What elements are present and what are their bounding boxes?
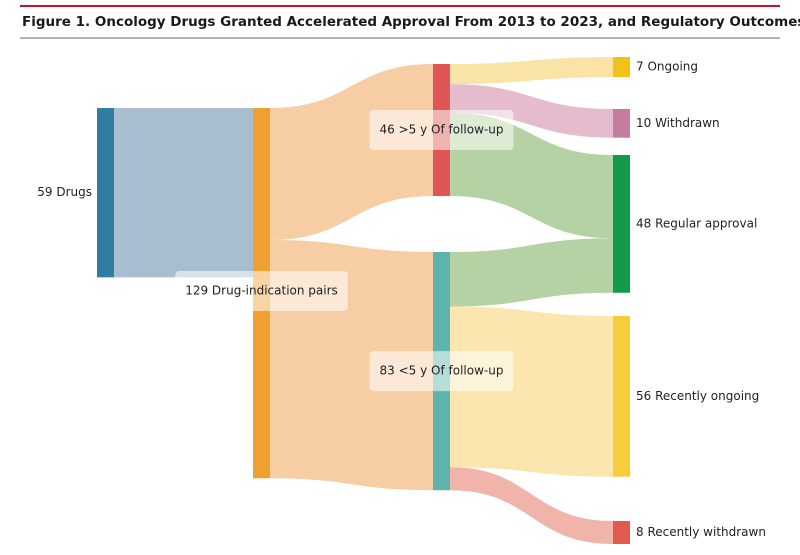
node-label: 46 >5 y Of follow-up — [380, 123, 504, 137]
node — [613, 109, 630, 138]
chart-title: Figure 1. Oncology Drugs Granted Acceler… — [22, 14, 800, 30]
node-label: 10 Withdrawn — [636, 116, 720, 130]
label-box — [369, 351, 514, 392]
label-box — [175, 271, 348, 311]
node — [613, 57, 630, 78]
link — [270, 64, 433, 241]
node-label: 129 Drug-indication pairs — [185, 284, 338, 298]
node-label: 59 Drugs — [37, 185, 92, 199]
node — [613, 316, 630, 477]
node — [613, 155, 630, 293]
node-label: 7 Ongoing — [636, 60, 698, 74]
link — [450, 467, 613, 544]
link — [450, 306, 613, 477]
link — [450, 57, 613, 85]
node-label: 83 <5 y Of follow-up — [380, 364, 504, 378]
label-box — [369, 110, 514, 151]
node — [97, 108, 114, 278]
link — [450, 238, 613, 307]
node-label: 56 Recently ongoing — [636, 389, 759, 403]
node-label: 8 Recently withdrawn — [636, 525, 766, 539]
link — [114, 108, 253, 278]
node-label: 48 Regular approval — [636, 216, 757, 230]
link — [450, 84, 613, 138]
node — [613, 521, 630, 544]
